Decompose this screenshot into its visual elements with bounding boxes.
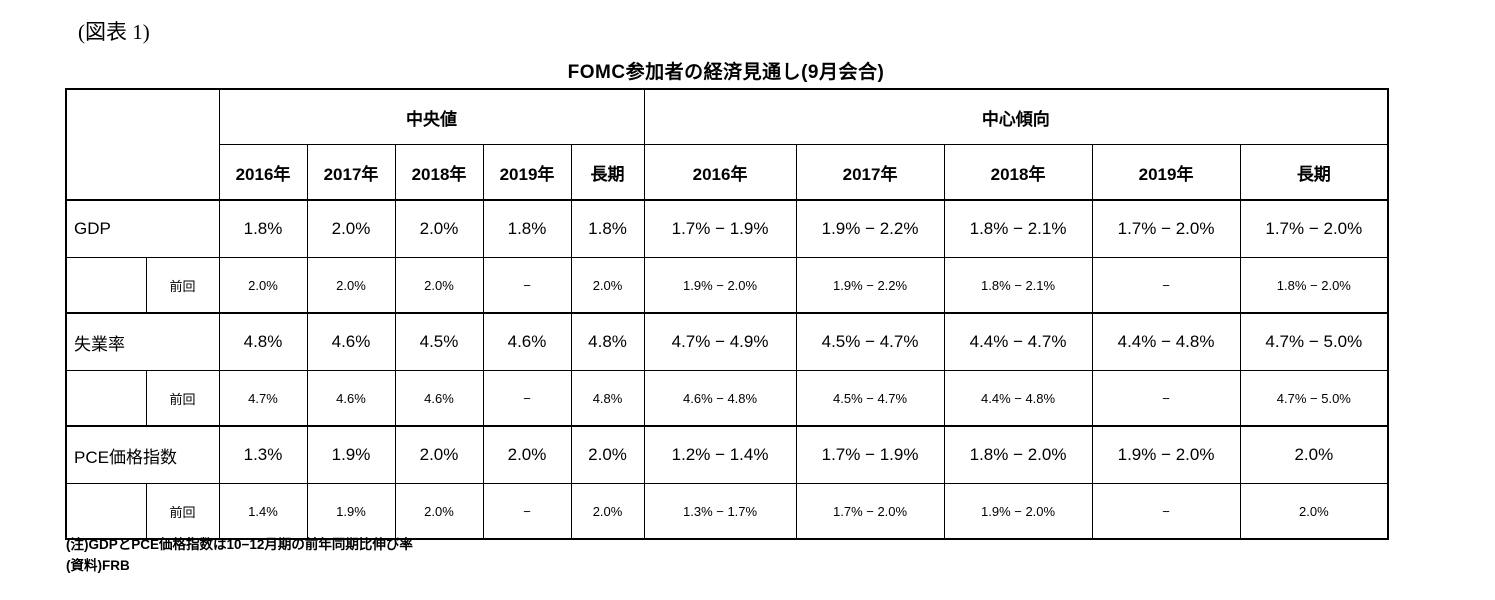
year-header-median-2019: 2019年 xyxy=(482,144,572,201)
year-header-tendency-2019: 2019年 xyxy=(1091,144,1241,201)
cell: 4.7% − 5.0% xyxy=(1239,370,1389,427)
cell: 1.3% xyxy=(218,425,308,484)
cell: − xyxy=(482,370,572,427)
row-sublabel-previous: 前回 xyxy=(145,370,220,427)
cell: 4.7% − 5.0% xyxy=(1239,312,1389,371)
cell: − xyxy=(1091,483,1241,540)
footnotes: (注)GDPとPCE価格指数は10−12月期の前年同期比伸び率 (資料)FRB xyxy=(66,534,413,576)
cell: 1.9% xyxy=(306,483,396,540)
figure-label: (図表 1) xyxy=(78,20,150,44)
table-row-gdp: GDP 1.8% 2.0% 2.0% 1.8% 1.8% 1.7% − 1.9%… xyxy=(65,199,1389,258)
year-header-tendency-2016: 2016年 xyxy=(643,144,797,201)
cell: − xyxy=(1091,257,1241,314)
cell: 2.0% xyxy=(1239,425,1389,484)
cell: 1.8% xyxy=(482,199,572,258)
cell: 4.4% − 4.8% xyxy=(943,370,1093,427)
cell: − xyxy=(482,257,572,314)
cell: 1.9% − 2.0% xyxy=(1091,425,1241,484)
cell: 1.8% − 2.0% xyxy=(943,425,1093,484)
row-label-pce: PCE価格指数 xyxy=(65,425,220,484)
cell: 4.4% − 4.7% xyxy=(943,312,1093,371)
year-header-median-2017: 2017年 xyxy=(306,144,396,201)
cell: 4.4% − 4.8% xyxy=(1091,312,1241,371)
row-label-unemployment: 失業率 xyxy=(65,312,220,371)
cell: 2.0% xyxy=(482,425,572,484)
row-sublabel-previous: 前回 xyxy=(145,483,220,540)
cell: 4.8% xyxy=(570,370,645,427)
cell: 1.9% − 2.0% xyxy=(943,483,1093,540)
table-row-pce: PCE価格指数 1.3% 1.9% 2.0% 2.0% 2.0% 1.2% − … xyxy=(65,425,1389,484)
cell: 1.9% − 2.2% xyxy=(795,257,945,314)
fomc-outlook-table: 中央値 中心傾向 2016年 2017年 2018年 2019年 長期 2016… xyxy=(65,88,1390,540)
cell: 4.6% − 4.8% xyxy=(643,370,797,427)
cell: 1.7% − 2.0% xyxy=(795,483,945,540)
row-label-gdp: GDP xyxy=(65,199,220,258)
table-row-unemployment-previous: 前回 4.7% 4.6% 4.6% − 4.8% 4.6% − 4.8% 4.5… xyxy=(65,370,1389,427)
cell: 4.7% xyxy=(218,370,308,427)
cell: 2.0% xyxy=(570,483,645,540)
cell: 4.6% xyxy=(482,312,572,371)
cell: 4.5% − 4.7% xyxy=(795,312,945,371)
cell: 1.8% − 2.1% xyxy=(943,257,1093,314)
cell: 2.0% xyxy=(394,425,484,484)
year-header-median-2016: 2016年 xyxy=(218,144,308,201)
corner-cell xyxy=(65,88,220,201)
note-definition: (注)GDPとPCE価格指数は10−12月期の前年同期比伸び率 xyxy=(66,537,413,552)
table-row-unemployment: 失業率 4.8% 4.6% 4.5% 4.6% 4.8% 4.7% − 4.9%… xyxy=(65,312,1389,371)
group-header-central-tendency: 中心傾向 xyxy=(643,88,1389,145)
cell: 4.5% − 4.7% xyxy=(795,370,945,427)
table-row-pce-previous: 前回 1.4% 1.9% 2.0% − 2.0% 1.3% − 1.7% 1.7… xyxy=(65,483,1389,540)
cell: 1.7% − 1.9% xyxy=(643,199,797,258)
cell: 2.0% xyxy=(394,199,484,258)
cell: 1.7% − 1.9% xyxy=(795,425,945,484)
cell: 2.0% xyxy=(394,257,484,314)
year-header-row: 2016年 2017年 2018年 2019年 長期 2016年 2017年 2… xyxy=(66,144,1389,201)
spacer-cell xyxy=(65,257,147,314)
group-header-row: 中央値 中心傾向 xyxy=(65,88,1389,201)
group-header-median: 中央値 xyxy=(218,88,645,145)
cell: 1.2% − 1.4% xyxy=(643,425,797,484)
note-source: (資料)FRB xyxy=(66,558,130,573)
cell: 4.8% xyxy=(570,312,645,371)
cell: 1.4% xyxy=(218,483,308,540)
year-header-median-2018: 2018年 xyxy=(394,144,484,201)
cell: 1.9% − 2.2% xyxy=(795,199,945,258)
cell: 1.9% − 2.0% xyxy=(643,257,797,314)
cell: 2.0% xyxy=(570,425,645,484)
cell: 2.0% xyxy=(1239,483,1389,540)
cell: 1.7% − 2.0% xyxy=(1091,199,1241,258)
cell: 4.6% xyxy=(394,370,484,427)
cell: 4.6% xyxy=(306,312,396,371)
spacer-cell xyxy=(65,370,147,427)
cell: 1.8% xyxy=(218,199,308,258)
cell: 4.8% xyxy=(218,312,308,371)
cell: 2.0% xyxy=(394,483,484,540)
cell: − xyxy=(482,483,572,540)
cell: 1.8% − 2.1% xyxy=(943,199,1093,258)
cell: 1.3% − 1.7% xyxy=(643,483,797,540)
cell: 2.0% xyxy=(218,257,308,314)
cell: 2.0% xyxy=(570,257,645,314)
cell: 2.0% xyxy=(306,199,396,258)
year-header-tendency-longrun: 長期 xyxy=(1239,144,1389,201)
cell: 1.7% − 2.0% xyxy=(1239,199,1389,258)
cell: − xyxy=(1091,370,1241,427)
cell: 4.6% xyxy=(306,370,396,427)
cell: 2.0% xyxy=(306,257,396,314)
table-title: FOMC参加者の経済見通し(9月会合) xyxy=(567,62,885,83)
table-row-gdp-previous: 前回 2.0% 2.0% 2.0% − 2.0% 1.9% − 2.0% 1.9… xyxy=(65,257,1389,314)
year-header-tendency-2018: 2018年 xyxy=(943,144,1093,201)
year-header-median-longrun: 長期 xyxy=(570,144,645,201)
cell: 4.7% − 4.9% xyxy=(643,312,797,371)
year-header-tendency-2017: 2017年 xyxy=(795,144,945,201)
row-sublabel-previous: 前回 xyxy=(145,257,220,314)
cell: 1.8% − 2.0% xyxy=(1239,257,1389,314)
cell: 1.9% xyxy=(306,425,396,484)
cell: 1.8% xyxy=(570,199,645,258)
spacer-cell xyxy=(65,483,147,540)
cell: 4.5% xyxy=(394,312,484,371)
